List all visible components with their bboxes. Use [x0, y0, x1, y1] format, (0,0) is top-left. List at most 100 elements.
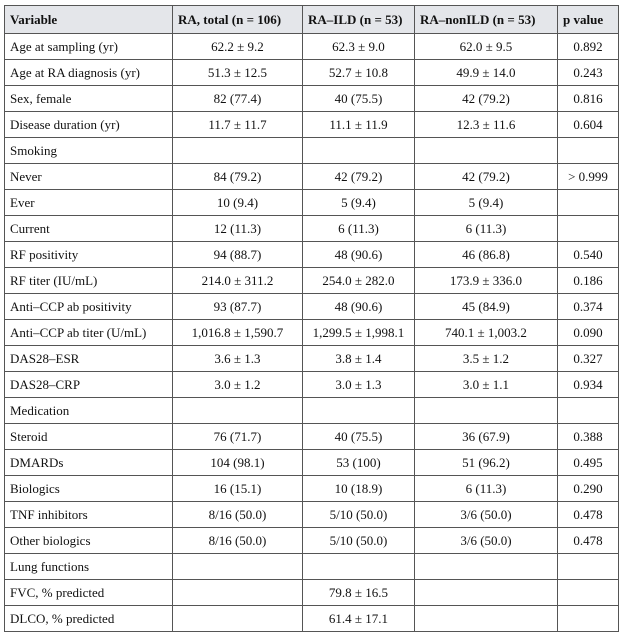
cell: 6 (11.3): [302, 215, 415, 242]
empty-cell: [302, 137, 415, 164]
cell: 42 (79.2): [302, 163, 415, 190]
row-label: Current: [4, 215, 173, 242]
cell: 3.0 ± 1.2: [172, 371, 303, 398]
table-row: DAS28–CRP 3.0 ± 1.2 3.0 ± 1.3 3.0 ± 1.1 0.93…: [4, 371, 619, 398]
cell: 0.090: [557, 319, 619, 346]
header-cell: RA–nonILD (n = 53): [414, 5, 558, 34]
cell: > 0.999: [557, 163, 619, 190]
row-label: Steroid: [4, 423, 173, 450]
cell: 82 (77.4): [172, 85, 303, 112]
row-label: Anti–CCP ab positivity: [4, 293, 173, 320]
table-row: Steroid 76 (71.7) 40 (75.5) 36 (67.9) 0.388: [4, 423, 619, 450]
cell: 0.186: [557, 267, 619, 294]
table-row: RF positivity 94 (88.7) 48 (90.6) 46 (86.8)…: [4, 241, 619, 268]
cell: 76 (71.7): [172, 423, 303, 450]
row-label: Sex, female: [4, 85, 173, 112]
cell: 12 (11.3): [172, 215, 303, 242]
empty-cell: [414, 605, 558, 632]
cell: 51 (96.2): [414, 449, 558, 476]
cell: 0.892: [557, 33, 619, 60]
empty-cell: [414, 137, 558, 164]
table-row: DMARDs 104 (98.1) 53 (100) 51 (96.2) 0.495: [4, 449, 619, 476]
cell: 0.327: [557, 345, 619, 372]
table-row: Other biologics 8/16 (50.0) 5/10 (50.0) 3/6…: [4, 527, 619, 554]
cell: 84 (79.2): [172, 163, 303, 190]
cell: 5 (9.4): [302, 189, 415, 216]
cell: 11.1 ± 11.9: [302, 111, 415, 138]
row-label: Age at RA diagnosis (yr): [4, 59, 173, 86]
empty-cell: [557, 137, 619, 164]
header-cell: p value: [557, 5, 619, 34]
row-label: Smoking: [4, 137, 173, 164]
row-label: DMARDs: [4, 449, 173, 476]
table-row: Current 12 (11.3) 6 (11.3) 6 (11.3): [4, 215, 619, 242]
empty-cell: [302, 397, 415, 424]
table-row: Never 84 (79.2) 42 (79.2) 42 (79.2) > 0.999: [4, 163, 619, 190]
cell: 16 (15.1): [172, 475, 303, 502]
cell: 36 (67.9): [414, 423, 558, 450]
table-body: Age at sampling (yr) 62.2 ± 9.2 62.3 ± 9.0…: [4, 33, 619, 632]
cell: 61.4 ± 17.1: [302, 605, 415, 632]
cell: 45 (84.9): [414, 293, 558, 320]
empty-cell: [172, 397, 303, 424]
table-row: Anti–CCP ab titer (U/mL) 1,016.8 ± 1,590.…: [4, 319, 619, 346]
cell: 79.8 ± 16.5: [302, 579, 415, 606]
cell: 62.0 ± 9.5: [414, 33, 558, 60]
cell: 42 (79.2): [414, 163, 558, 190]
cell: 46 (86.8): [414, 241, 558, 268]
empty-cell: [302, 553, 415, 580]
cell: 12.3 ± 11.6: [414, 111, 558, 138]
cell: 0.934: [557, 371, 619, 398]
cell: 52.7 ± 10.8: [302, 59, 415, 86]
cell: 5 (9.4): [414, 189, 558, 216]
cell: 1,016.8 ± 1,590.7: [172, 319, 303, 346]
cell: 6 (11.3): [414, 475, 558, 502]
cell: 0.388: [557, 423, 619, 450]
empty-cell: [172, 137, 303, 164]
empty-cell: [557, 553, 619, 580]
empty-cell: [414, 553, 558, 580]
cell: 0.816: [557, 85, 619, 112]
empty-cell: [557, 215, 619, 242]
cell: 11.7 ± 11.7: [172, 111, 303, 138]
cell: 3.8 ± 1.4: [302, 345, 415, 372]
row-label: Never: [4, 163, 173, 190]
row-label: DAS28–ESR: [4, 345, 173, 372]
cell: 5/10 (50.0): [302, 527, 415, 554]
header-row: Variable RA, total (n = 106) RA–ILD (n = 5…: [4, 5, 619, 34]
table-row: RF titer (IU/mL) 214.0 ± 311.2 254.0 ± 282…: [4, 267, 619, 294]
table-row: Smoking: [4, 137, 619, 164]
cell: 0.243: [557, 59, 619, 86]
cell: 3/6 (50.0): [414, 501, 558, 528]
table-row: DAS28–ESR 3.6 ± 1.3 3.8 ± 1.4 3.5 ± 1.2 0.32…: [4, 345, 619, 372]
table-row: Lung functions: [4, 553, 619, 580]
cell: 740.1 ± 1,003.2: [414, 319, 558, 346]
row-label: Biologics: [4, 475, 173, 502]
cell: 93 (87.7): [172, 293, 303, 320]
table-row: Disease duration (yr) 11.7 ± 11.7 11.1 ± 1…: [4, 111, 619, 138]
header-cell: Variable: [4, 5, 173, 34]
cell: 0.604: [557, 111, 619, 138]
cell: 42 (79.2): [414, 85, 558, 112]
table-row: DLCO, % predicted 61.4 ± 17.1: [4, 605, 619, 632]
table-row: Anti–CCP ab positivity 93 (87.7) 48 (90.6)…: [4, 293, 619, 320]
table-row: Medication: [4, 397, 619, 424]
cell: 8/16 (50.0): [172, 527, 303, 554]
row-label: FVC, % predicted: [4, 579, 173, 606]
cell: 10 (9.4): [172, 189, 303, 216]
row-label: DAS28–CRP: [4, 371, 173, 398]
cell: 0.540: [557, 241, 619, 268]
row-label: Medication: [4, 397, 173, 424]
table-row: TNF inhibitors 8/16 (50.0) 5/10 (50.0) 3/6 …: [4, 501, 619, 528]
cell: 3.5 ± 1.2: [414, 345, 558, 372]
cell: 48 (90.6): [302, 241, 415, 268]
cell: 0.478: [557, 527, 619, 554]
cell: 3.0 ± 1.3: [302, 371, 415, 398]
table-row: Age at RA diagnosis (yr) 51.3 ± 12.5 52.7 …: [4, 59, 619, 86]
table-row: FVC, % predicted 79.8 ± 16.5: [4, 579, 619, 606]
cell: 0.495: [557, 449, 619, 476]
cell: 10 (18.9): [302, 475, 415, 502]
cell: 53 (100): [302, 449, 415, 476]
row-label: Age at sampling (yr): [4, 33, 173, 60]
